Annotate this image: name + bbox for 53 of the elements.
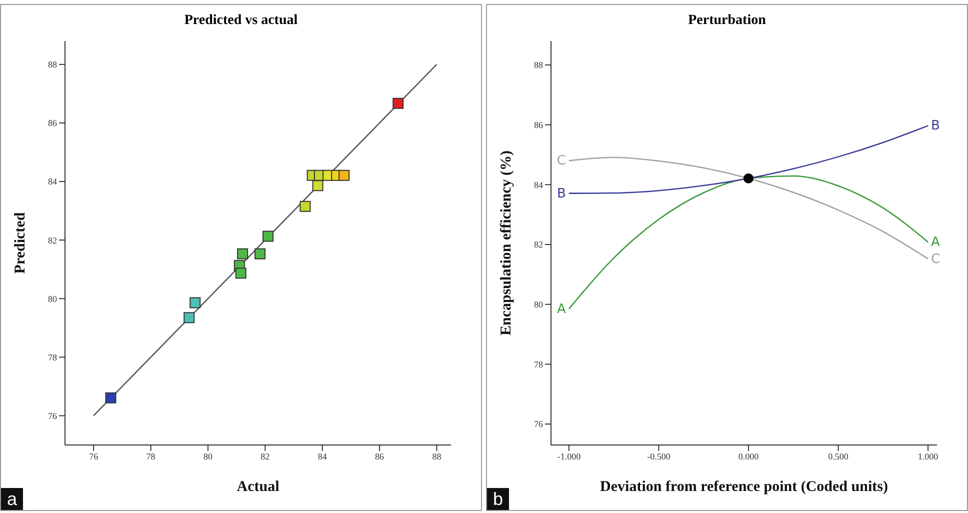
point [312,180,324,192]
y-tick-label: 84 [534,180,544,190]
x-tick-label: 1.000 [918,451,939,462]
x-tick-label: 88 [432,451,442,462]
y-tick-label: 84 [48,176,58,187]
series-label: B [557,186,566,202]
y-tick-label: 76 [534,419,544,430]
text: A [931,235,940,250]
x-tick-label: 82 [260,451,270,462]
point [184,312,195,324]
text: B [931,118,940,134]
x-tick-label: -1.000 [557,451,582,462]
chart-title: Perturbation [687,13,767,30]
y-tick-label: 80 [48,294,58,304]
x-axis-title: Actual [236,479,280,495]
point [262,230,274,242]
x-tick-label: 78 [146,451,156,462]
series-label: C [556,154,566,169]
series-label: A [557,302,566,317]
point [338,170,350,181]
line-series [568,156,929,260]
x-tick-label: 86 [375,451,385,462]
point [105,392,116,404]
y-tick-label: 78 [48,352,58,362]
x-axis-title: Deviation from reference point (Coded units) [600,479,888,495]
x-tick-label: -0.500 [647,451,671,462]
x-tick-label: 0.500 [828,451,849,462]
line-series [568,125,929,194]
chart-title: Predicted vs actual [183,13,299,30]
point [237,248,248,260]
x-tick-label: 80 [203,451,213,462]
point [190,297,201,308]
point [254,248,266,260]
text: b [487,488,510,510]
y-tick-label: 86 [48,118,58,128]
y-tick-label: 86 [534,120,544,130]
text: a [1,488,24,510]
y-tick-label: 82 [534,240,543,250]
text: C [931,252,940,267]
y-tick-label: 80 [534,300,544,310]
x-tick-label: 0.000 [738,451,760,462]
point [235,268,246,279]
y-tick-label: 76 [48,410,58,421]
y-tick-label: 82 [48,235,57,246]
x-tick-label: 84 [318,451,328,462]
y-tick-label: 88 [534,60,544,70]
point [300,200,311,212]
y-axis-title: Encapsulation efficiency (%) [498,150,514,336]
point [392,98,404,109]
y-tick-label: 88 [48,60,58,70]
y-axis-title: Predicted [12,212,28,274]
x-tick-label: 76 [89,451,99,462]
y-tick-label: 78 [534,359,544,370]
